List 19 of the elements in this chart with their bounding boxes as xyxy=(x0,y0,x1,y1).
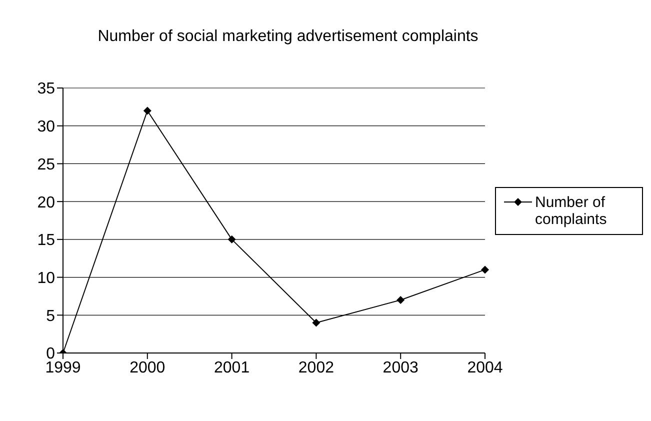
x-tick-label: 2000 xyxy=(130,359,166,376)
chart-title: Number of social marketing advertisement complaints xyxy=(96,28,480,46)
legend-label: Number of complaints xyxy=(535,194,608,228)
x-tick-label: 2004 xyxy=(467,359,503,376)
y-tick-label: 15 xyxy=(37,232,56,250)
x-tick-label: 2001 xyxy=(214,359,250,376)
point xyxy=(396,296,405,304)
point xyxy=(312,318,320,327)
y-tick-label: 20 xyxy=(37,194,56,212)
point xyxy=(228,235,236,244)
y-tick-label: 30 xyxy=(37,118,56,136)
y-tick-label: 25 xyxy=(37,156,56,174)
x-tick-label: 2003 xyxy=(382,359,418,376)
x-tick-label: 2002 xyxy=(298,359,334,376)
y-tick-label: 5 xyxy=(46,308,56,325)
point xyxy=(143,106,152,115)
point xyxy=(481,266,489,274)
y-tick-label: 35 xyxy=(37,80,56,98)
y-tick-label: 10 xyxy=(37,270,56,287)
